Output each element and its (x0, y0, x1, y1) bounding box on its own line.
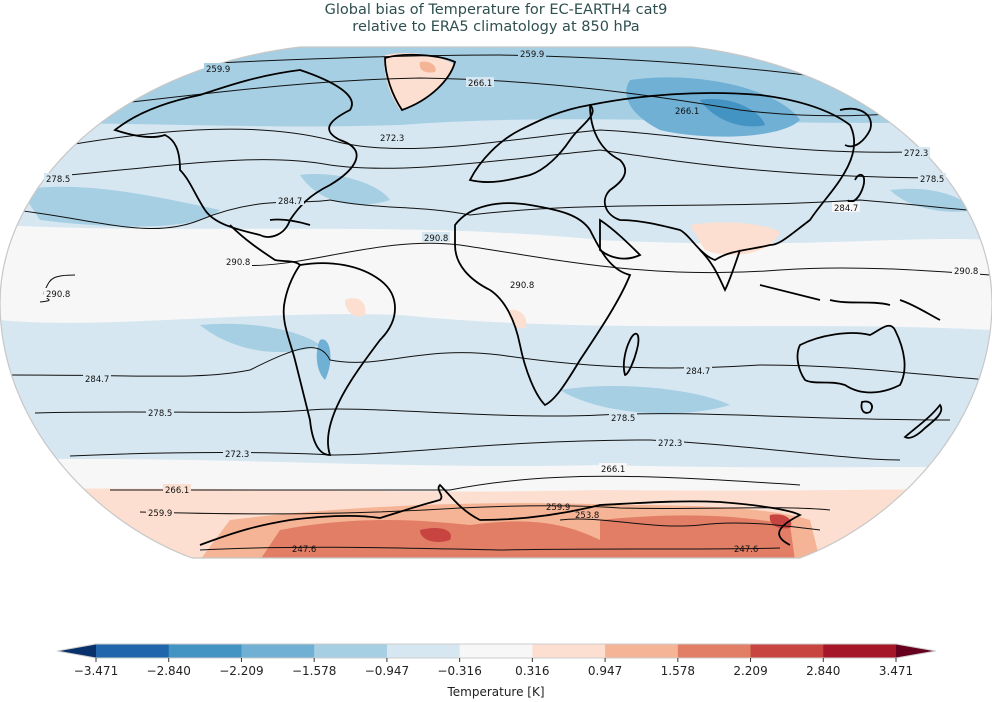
svg-text:259.9: 259.9 (520, 50, 544, 60)
svg-text:259.9: 259.9 (206, 65, 230, 75)
svg-text:272.3: 272.3 (380, 134, 404, 144)
colorbar-tick-label: −2.209 (219, 664, 264, 678)
colorbar-tick-label: 2.840 (806, 664, 841, 678)
svg-text:290.8: 290.8 (226, 258, 250, 268)
svg-text:278.5: 278.5 (148, 409, 172, 419)
colorbar-tick-label: 0.947 (587, 664, 623, 678)
svg-text:272.3: 272.3 (658, 439, 682, 449)
svg-text:290.8: 290.8 (510, 281, 534, 291)
svg-text:259.9: 259.9 (148, 509, 172, 519)
svg-text:247.6: 247.6 (292, 545, 316, 555)
svg-text:278.5: 278.5 (611, 414, 635, 424)
svg-text:278.5: 278.5 (46, 175, 70, 185)
svg-text:284.7: 284.7 (834, 204, 858, 214)
colorbar-tick-label: −0.947 (364, 664, 410, 678)
contour-labels: 259.9 259.9 266.1 266.1 272.3 272.3 278.… (44, 48, 980, 555)
svg-text:278.5: 278.5 (920, 175, 944, 185)
svg-text:290.8: 290.8 (46, 290, 70, 300)
colorbar-tick-label: −1.578 (291, 664, 337, 678)
colorbar-tick-label: 1.578 (660, 664, 695, 678)
bias-map: 259.9 259.9 266.1 266.1 272.3 272.3 278.… (0, 46, 992, 559)
colorbar-title: Temperature [K] (447, 685, 545, 699)
chart-title-line1: Global bias of Temperature for EC-EARTH4… (324, 2, 668, 18)
colorbar-tick-label: 3.471 (878, 664, 914, 678)
colorbar-tick-label: 0.316 (515, 664, 550, 678)
svg-text:284.7: 284.7 (278, 197, 302, 207)
chart-title-line2: relative to ERA5 climatology at 850 hPa (352, 19, 640, 35)
colorbar-tick-label: −2.840 (146, 664, 191, 678)
svg-text:272.3: 272.3 (904, 149, 928, 159)
svg-text:266.1: 266.1 (165, 486, 189, 496)
svg-text:290.8: 290.8 (954, 267, 978, 277)
svg-text:290.8: 290.8 (424, 234, 448, 244)
colorbar-tick-label: −0.316 (437, 664, 482, 678)
svg-text:266.1: 266.1 (601, 465, 625, 475)
svg-text:253.8: 253.8 (575, 511, 599, 521)
colorbar-swatches (56, 643, 937, 659)
map-boundary (0, 46, 992, 559)
colorbar-tick-label: 2.209 (733, 664, 768, 678)
svg-text:284.7: 284.7 (686, 367, 710, 377)
svg-text:266.1: 266.1 (675, 107, 699, 117)
svg-text:266.1: 266.1 (468, 79, 492, 89)
coastlines (113, 53, 943, 546)
svg-text:272.3: 272.3 (225, 450, 249, 460)
svg-text:247.6: 247.6 (734, 545, 758, 555)
svg-text:284.7: 284.7 (85, 375, 109, 385)
svg-text:259.9: 259.9 (546, 503, 570, 513)
colorbar-tick-label: −3.471 (73, 664, 119, 678)
map-field (0, 47, 992, 558)
